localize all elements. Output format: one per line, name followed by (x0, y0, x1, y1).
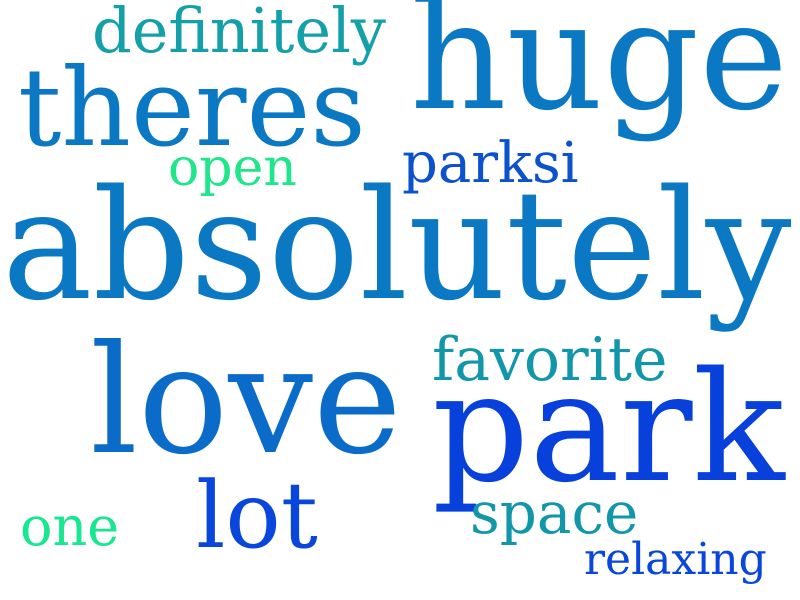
word-relaxing: relaxing (584, 534, 767, 585)
word-parksi: parksi (402, 131, 579, 196)
word-lot: lot (196, 462, 318, 569)
word-love: love (90, 314, 402, 488)
word-favorite: favorite (432, 325, 668, 395)
word-huge: huge (410, 0, 789, 144)
word-theres: theres (18, 46, 366, 171)
word-absolutely: absolutely (2, 157, 792, 334)
word-definitely: definitely (92, 0, 386, 67)
word-space: space (470, 479, 639, 547)
word-one: one (20, 495, 120, 558)
word-open: open (168, 138, 297, 198)
word-park: park (432, 339, 785, 516)
